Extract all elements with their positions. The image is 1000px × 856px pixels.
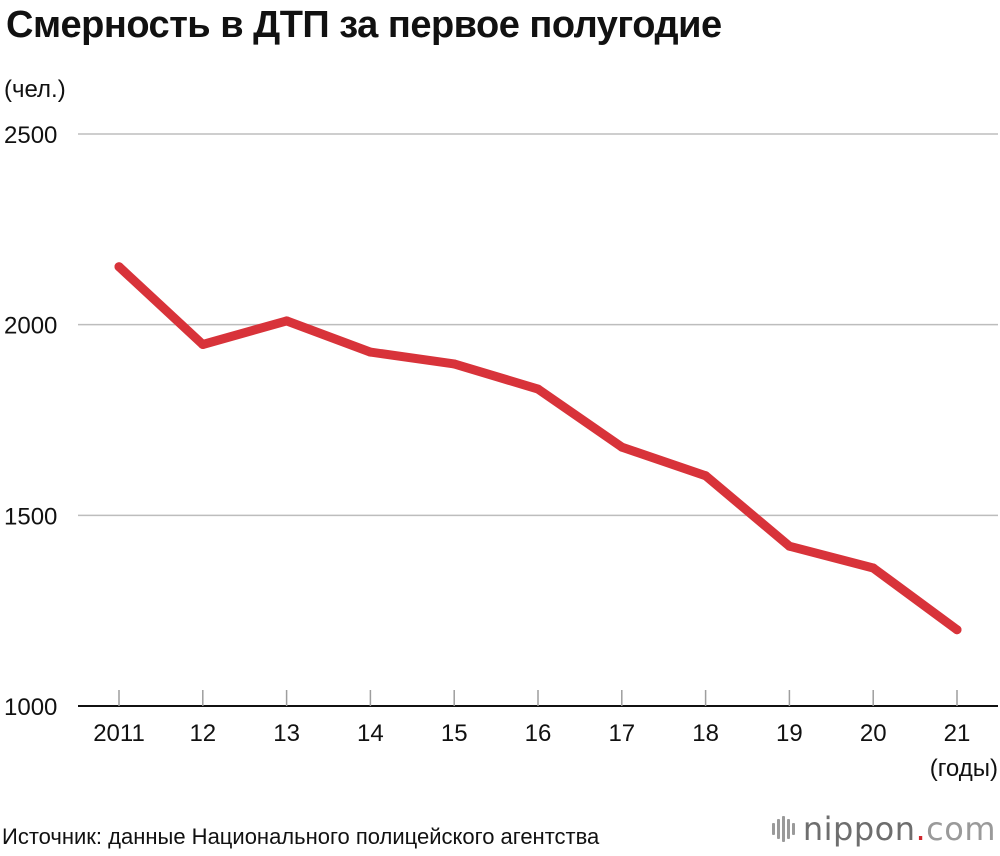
x-tick-label-13: 13: [273, 720, 300, 747]
data-point-2011: [114, 262, 124, 272]
x-tick-label-15: 15: [441, 720, 468, 747]
data-point-14: [365, 347, 375, 357]
x-tick-label-20: 20: [860, 720, 887, 747]
data-point-18: [701, 471, 711, 481]
data-point-15: [449, 359, 459, 369]
data-point-13: [282, 316, 292, 326]
data-point-12: [198, 339, 208, 349]
series-layer: [114, 262, 962, 635]
brand-name-text: nippon: [802, 810, 916, 848]
data-point-21: [952, 625, 962, 635]
series-line-0: [114, 262, 962, 635]
brand-suffix: com: [926, 810, 996, 848]
x-tick-label-21: 21: [944, 720, 971, 747]
x-tick-label-14: 14: [357, 720, 384, 747]
x-tick-label-17: 17: [608, 720, 635, 747]
x-axis-ticks: [118, 690, 958, 706]
x-tick-label-19: 19: [776, 720, 803, 747]
data-point-16: [533, 384, 543, 394]
x-tick-label-18: 18: [692, 720, 719, 747]
nippon-logo-bars-icon: [771, 816, 795, 842]
y-tick-label-2000: 2000: [4, 313, 57, 340]
brand-dot: .: [915, 810, 927, 848]
x-tick-label-2011: 2011: [93, 720, 145, 747]
x-tick-label-12: 12: [189, 720, 216, 747]
x-tick-label-16: 16: [525, 720, 552, 747]
data-point-17: [617, 442, 627, 452]
chart-title: Смерность в ДТП за первое полугодие: [6, 4, 722, 46]
source-note: Источник: данные Национального полицейск…: [2, 824, 600, 849]
y-tick-label-1000: 1000: [4, 694, 57, 721]
grid-lines: [78, 133, 998, 707]
brand-logo: nippon.com: [771, 810, 996, 848]
x-axis-unit-label: (годы): [929, 755, 998, 782]
data-point-19: [784, 541, 794, 551]
y-tick-label-1500: 1500: [4, 503, 57, 530]
x-axis-tick-labels: 2011 12 13 14 15 16 17 18 19 20 21: [93, 720, 970, 747]
brand-wordmark: nippon.com: [803, 810, 996, 848]
data-point-20: [868, 563, 878, 573]
y-axis-tick-labels: 1000 1500 2000 2500: [4, 122, 57, 721]
y-tick-label-2500: 2500: [4, 122, 57, 149]
y-axis-unit-label: (чел.): [4, 76, 66, 103]
